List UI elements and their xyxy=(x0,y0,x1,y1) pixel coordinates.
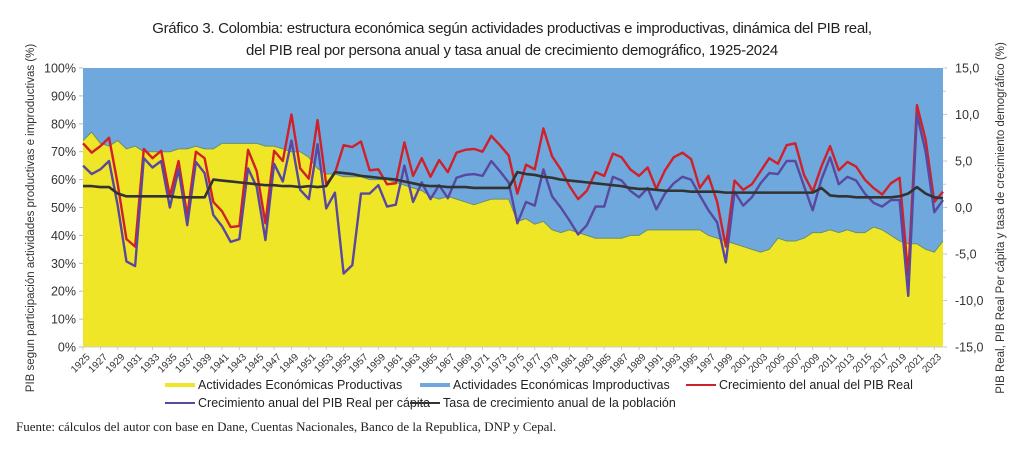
y-right-tick-label: -5,0 xyxy=(955,248,977,262)
area-boundary xyxy=(82,131,944,253)
chart-title-line-2: del PIB real por persona anual y tasa an… xyxy=(246,42,778,59)
y-right-tick-label: 15,0 xyxy=(955,62,979,76)
y-left-tick-label: 0% xyxy=(58,341,76,355)
left-axis: 0% 10% 20% 30% 40% 50% 60% 70% 80% 90% 100% xyxy=(44,62,83,355)
line-pib-per-capita xyxy=(82,113,944,298)
legend-item-pib-real: Crecimiento del anual del PIB Real xyxy=(686,378,913,392)
y-axis-right-title: PIB Real, PIB Real Per cápita y tasa de … xyxy=(995,42,1007,394)
y-left-tick-label: 10% xyxy=(51,313,76,327)
x-tick-label: 2023 xyxy=(920,352,944,376)
legend-swatch-productivas xyxy=(165,383,195,387)
legend-line-poblacion xyxy=(410,402,440,404)
y-left-tick-label: 40% xyxy=(51,229,76,243)
legend-item-productivas: Actividades Económicas Productivas xyxy=(165,378,402,392)
legend-item-improductivas: Actividades Económicas Improductivas xyxy=(420,378,670,392)
y-right-tick-label: -15,0 xyxy=(955,341,984,355)
source-note: Fuente: cálculos del autor con base en D… xyxy=(16,419,557,434)
area-improductivas xyxy=(83,68,943,253)
legend-label: Actividades Económicas Productivas xyxy=(198,378,403,392)
x-axis: 1925192719291931193319351937193919411943… xyxy=(69,346,944,376)
legend-swatch-improductivas xyxy=(420,383,450,387)
line-pib-real xyxy=(82,103,944,277)
legend-line-pib-real xyxy=(686,384,716,386)
legend-label: Crecimiento del anual del PIB Real xyxy=(719,378,913,392)
line-poblacion xyxy=(83,170,944,200)
legend-item-poblacion: Tasa de crecimiento anual de la població… xyxy=(410,396,676,410)
chart-title-line-1: Gráfico 3. Colombia: estructura económic… xyxy=(152,20,872,37)
chart-title: Gráfico 3. Colombia: estructura económic… xyxy=(0,18,1024,62)
legend-label: Tasa de crecimiento anual de la població… xyxy=(443,396,676,410)
y-axis-left-title: PIB segun participación actividades prod… xyxy=(25,44,37,393)
plot-lines xyxy=(82,103,944,298)
y-left-tick-label: 20% xyxy=(51,285,76,299)
y-left-tick-label: 100% xyxy=(44,62,76,76)
y-right-tick-label: 5,0 xyxy=(955,155,972,169)
legend-label: Crecimiento anual del PIB Real per cápit… xyxy=(198,396,431,410)
right-axis: -15,0 -10,0 -5,0 0,0 5,0 10,0 15,0 xyxy=(943,62,984,355)
legend-item-pib-per-capita: Crecimiento anual del PIB Real per cápit… xyxy=(165,396,430,410)
legend-line-pib-per-capita xyxy=(165,402,195,404)
y-left-tick-label: 90% xyxy=(51,89,76,103)
y-left-tick-label: 80% xyxy=(51,117,76,131)
y-left-tick-label: 50% xyxy=(51,201,76,215)
y-right-tick-label: 10,0 xyxy=(955,108,979,122)
y-left-tick-label: 30% xyxy=(51,257,76,271)
legend-label: Actividades Económicas Improductivas xyxy=(453,378,670,392)
y-left-tick-label: 60% xyxy=(51,173,76,187)
y-left-tick-label: 70% xyxy=(51,145,76,159)
y-right-tick-label: -10,0 xyxy=(955,294,984,308)
y-right-tick-label: 0,0 xyxy=(955,201,972,215)
